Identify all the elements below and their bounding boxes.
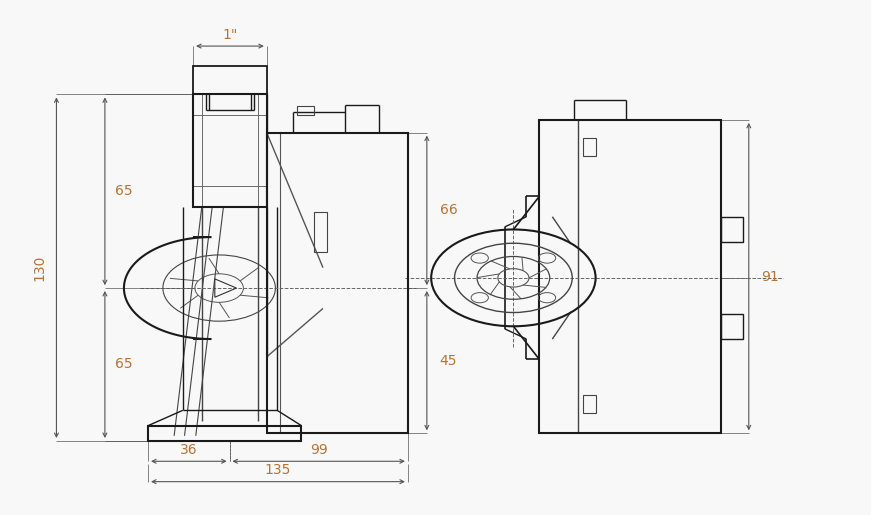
Bar — [721, 314, 743, 339]
Bar — [583, 395, 596, 413]
Bar — [267, 133, 408, 433]
Text: 36: 36 — [180, 443, 198, 457]
Bar — [539, 120, 721, 433]
Text: 66: 66 — [440, 203, 457, 217]
Text: 99: 99 — [310, 443, 327, 457]
Text: 65: 65 — [115, 184, 132, 198]
Bar — [148, 425, 301, 441]
Bar — [721, 217, 743, 242]
Text: 91: 91 — [761, 270, 780, 284]
Text: 130: 130 — [32, 254, 46, 281]
Text: 65: 65 — [115, 357, 132, 371]
Bar — [193, 94, 267, 207]
Bar — [193, 66, 267, 94]
Bar — [297, 106, 314, 115]
Text: 1": 1" — [222, 28, 238, 42]
Bar — [314, 212, 327, 252]
Text: 135: 135 — [265, 464, 291, 477]
Text: 45: 45 — [440, 354, 457, 368]
Bar — [583, 138, 596, 156]
